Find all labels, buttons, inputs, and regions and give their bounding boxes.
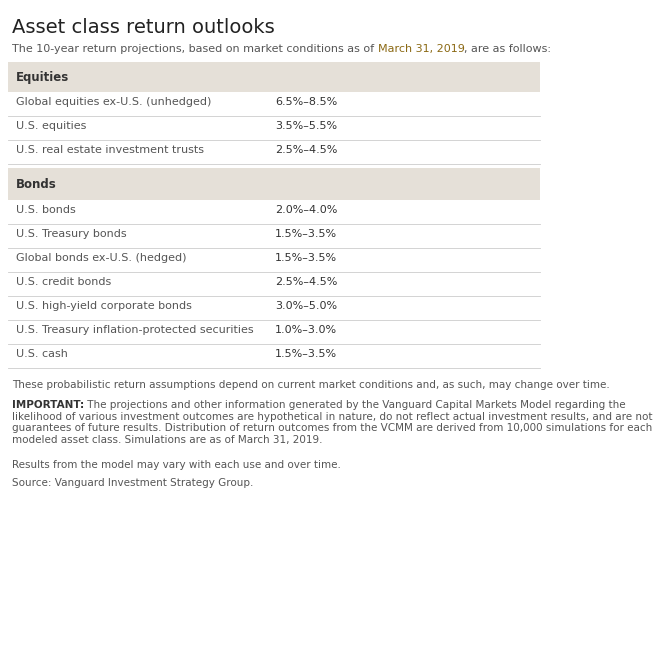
Text: U.S. real estate investment trusts: U.S. real estate investment trusts [16,145,204,155]
Text: 1.5%–3.5%: 1.5%–3.5% [275,349,337,359]
Text: March 31, 2019: March 31, 2019 [378,44,464,54]
Text: Global equities ex-U.S. (unhedged): Global equities ex-U.S. (unhedged) [16,97,211,107]
Text: U.S. equities: U.S. equities [16,121,87,131]
Text: modeled asset class. Simulations are as of March 31, 2019.: modeled asset class. Simulations are as … [12,435,322,445]
Text: 6.5%–8.5%: 6.5%–8.5% [275,97,337,107]
Text: U.S. Treasury bonds: U.S. Treasury bonds [16,229,127,239]
Bar [8,168,540,200]
Text: Asset class return outlooks: Asset class return outlooks [12,18,275,37]
Text: U.S. credit bonds: U.S. credit bonds [16,277,111,287]
Text: , are as follows:: , are as follows: [464,44,551,54]
Text: The 10-year return projections, based on market conditions as of: The 10-year return projections, based on… [12,44,378,54]
Text: The projections and other information generated by the Vanguard Capital Markets : The projections and other information ge… [84,400,626,410]
Text: 1.0%–3.0%: 1.0%–3.0% [275,325,337,335]
Text: 2.0%–4.0%: 2.0%–4.0% [275,205,338,215]
Text: IMPORTANT:: IMPORTANT: [12,400,84,410]
Text: Results from the model may vary with each use and over time.: Results from the model may vary with eac… [12,460,341,470]
Text: U.S. high-yield corporate bonds: U.S. high-yield corporate bonds [16,301,192,311]
Text: likelihood of various investment outcomes are hypothetical in nature, do not ref: likelihood of various investment outcome… [12,411,653,421]
Text: Global bonds ex-U.S. (hedged): Global bonds ex-U.S. (hedged) [16,253,186,263]
Text: U.S. cash: U.S. cash [16,349,68,359]
Text: 1.5%–3.5%: 1.5%–3.5% [275,229,337,239]
Text: These probabilistic return assumptions depend on current market conditions and, : These probabilistic return assumptions d… [12,380,610,390]
Text: Equities: Equities [16,71,69,84]
Text: Source: Vanguard Investment Strategy Group.: Source: Vanguard Investment Strategy Gro… [12,478,253,488]
Text: Bonds: Bonds [16,178,57,191]
Text: U.S. bonds: U.S. bonds [16,205,76,215]
Text: guarantees of future results. Distribution of return outcomes from the VCMM are : guarantees of future results. Distributi… [12,423,652,433]
Text: 3.5%–5.5%: 3.5%–5.5% [275,121,337,131]
Text: U.S. Treasury inflation-protected securities: U.S. Treasury inflation-protected securi… [16,325,254,335]
Text: 2.5%–4.5%: 2.5%–4.5% [275,277,338,287]
Text: 1.5%–3.5%: 1.5%–3.5% [275,253,337,263]
Text: 3.0%–5.0%: 3.0%–5.0% [275,301,337,311]
Text: 2.5%–4.5%: 2.5%–4.5% [275,145,338,155]
Bar [8,62,540,92]
